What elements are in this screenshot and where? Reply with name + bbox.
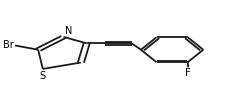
Text: F: F bbox=[185, 68, 191, 78]
Text: Br: Br bbox=[3, 40, 14, 50]
Text: N: N bbox=[65, 26, 72, 36]
Text: S: S bbox=[40, 71, 46, 81]
